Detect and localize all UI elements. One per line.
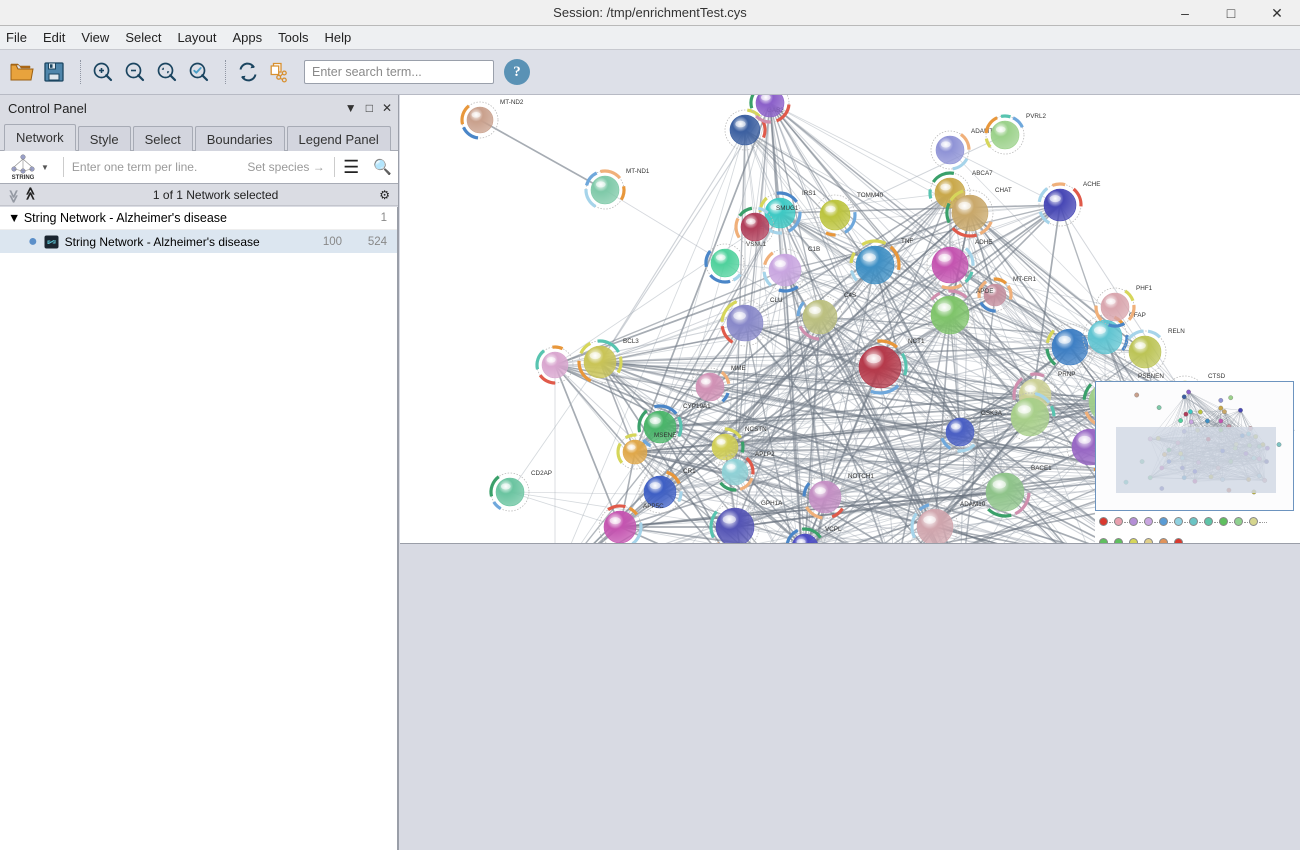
svg-text:CHAT: CHAT (995, 187, 1012, 194)
svg-text:NCSTN: NCSTN (745, 426, 767, 433)
svg-text:APLP2: APLP2 (755, 451, 775, 458)
svg-text:PRNP: PRNP (1058, 371, 1076, 378)
svg-text:CLU: CLU (770, 297, 783, 304)
svg-text:IRS1: IRS1 (802, 190, 816, 197)
svg-text:NCT1: NCT1 (908, 338, 925, 345)
svg-text:MME: MME (731, 365, 746, 372)
svg-text:CTSD: CTSD (1208, 373, 1226, 380)
svg-text:SMUG1: SMUG1 (776, 205, 799, 212)
svg-text:ACHE: ACHE (1083, 181, 1101, 188)
svg-text:CD2AP: CD2AP (531, 470, 552, 477)
svg-text:GPH1A: GPH1A (761, 500, 783, 507)
svg-text:PVRL2: PVRL2 (1026, 113, 1046, 120)
svg-text:MT-ND2: MT-ND2 (500, 99, 524, 106)
svg-text:MT-ER1: MT-ER1 (1013, 276, 1037, 283)
svg-text:ADHE: ADHE (975, 239, 993, 246)
svg-text:ADAM10: ADAM10 (960, 501, 986, 508)
svg-text:MSENE: MSENE (654, 432, 676, 439)
svg-text:CR1: CR1 (683, 468, 696, 475)
svg-text:CYP19A1: CYP19A1 (683, 403, 711, 410)
svg-text:TNF: TNF (901, 238, 913, 245)
svg-text:PSENEN: PSENEN (1138, 373, 1164, 380)
svg-text:GSK3A: GSK3A (981, 410, 1003, 417)
svg-text:TOMM40: TOMM40 (857, 192, 884, 199)
svg-text:C1B: C1B (808, 246, 820, 253)
svg-text:APP5C: APP5C (643, 503, 664, 510)
svg-text:RELN: RELN (1168, 328, 1185, 335)
svg-text:MT-ND1: MT-ND1 (626, 168, 650, 175)
svg-text:NOTCH1: NOTCH1 (848, 473, 874, 480)
svg-text:BCL3: BCL3 (623, 338, 639, 345)
svg-text:BACE1: BACE1 (1031, 465, 1052, 472)
svg-text:VCPL: VCPL (825, 526, 842, 533)
svg-text:ABCA7: ABCA7 (972, 170, 993, 177)
svg-text:C4S: C4S (844, 292, 856, 299)
svg-text:APOE: APOE (976, 288, 994, 295)
svg-text:VSNL1: VSNL1 (746, 241, 766, 248)
svg-text:PHF1: PHF1 (1136, 285, 1153, 292)
